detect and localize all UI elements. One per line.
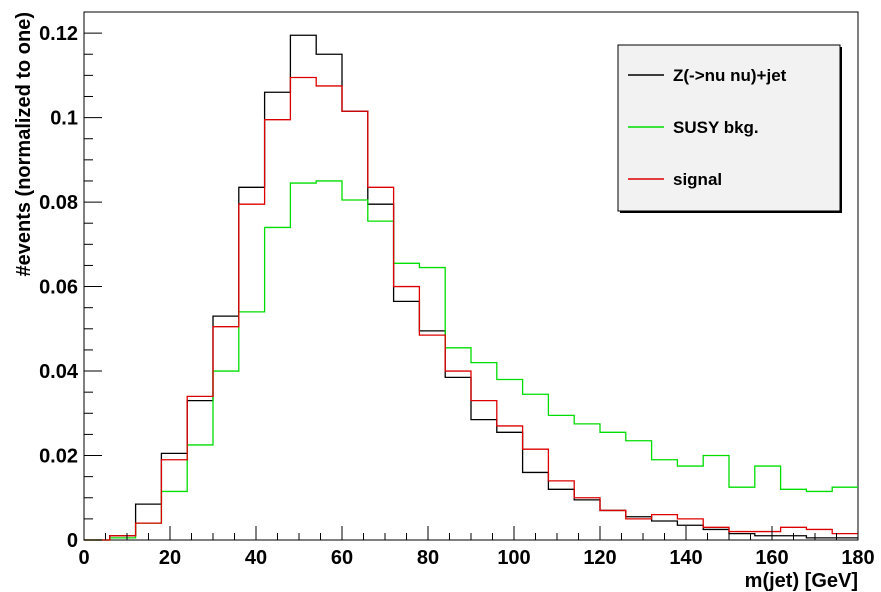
series-line-3: [84, 76, 858, 541]
y-tick-label: 0: [67, 530, 78, 552]
x-tick-label: 160: [755, 547, 788, 569]
x-tick-label: 60: [331, 547, 353, 569]
x-tick-label: 120: [583, 547, 616, 569]
legend-label-2: SUSY bkg.: [673, 118, 759, 137]
y-tick-label: 0.12: [39, 23, 78, 45]
x-axis-label: m(jet) [GeV]: [745, 570, 858, 592]
y-tick-label: 0.08: [39, 192, 78, 214]
x-tick-label: 180: [841, 547, 874, 569]
legend-label-3: signal: [673, 170, 722, 189]
x-tick-label: 140: [669, 547, 702, 569]
x-tick-label: 0: [78, 547, 89, 569]
y-axis-label: #events (normalized to one): [13, 12, 35, 277]
legend-label-1: Z(->nu nu)+jet: [673, 66, 787, 85]
y-tick-label: 0.1: [50, 108, 78, 130]
legend: Z(->nu nu)+jet SUSY bkg. signal: [617, 44, 842, 213]
y-tick-label: 0.04: [39, 361, 79, 383]
x-tick-label: 20: [159, 547, 181, 569]
legend-box: [617, 44, 841, 212]
series-group: [84, 34, 858, 541]
x-tick-label: 80: [417, 547, 439, 569]
y-tick-label: 0.06: [39, 277, 78, 299]
y-tick-label: 0.02: [39, 446, 78, 468]
x-tick-label: 100: [497, 547, 530, 569]
axes: 0 20 40 60 80 100 120 140 160 180 0 0.02 0.04 0.06 0.0…: [39, 11, 875, 569]
x-tick-label: 40: [245, 547, 267, 569]
